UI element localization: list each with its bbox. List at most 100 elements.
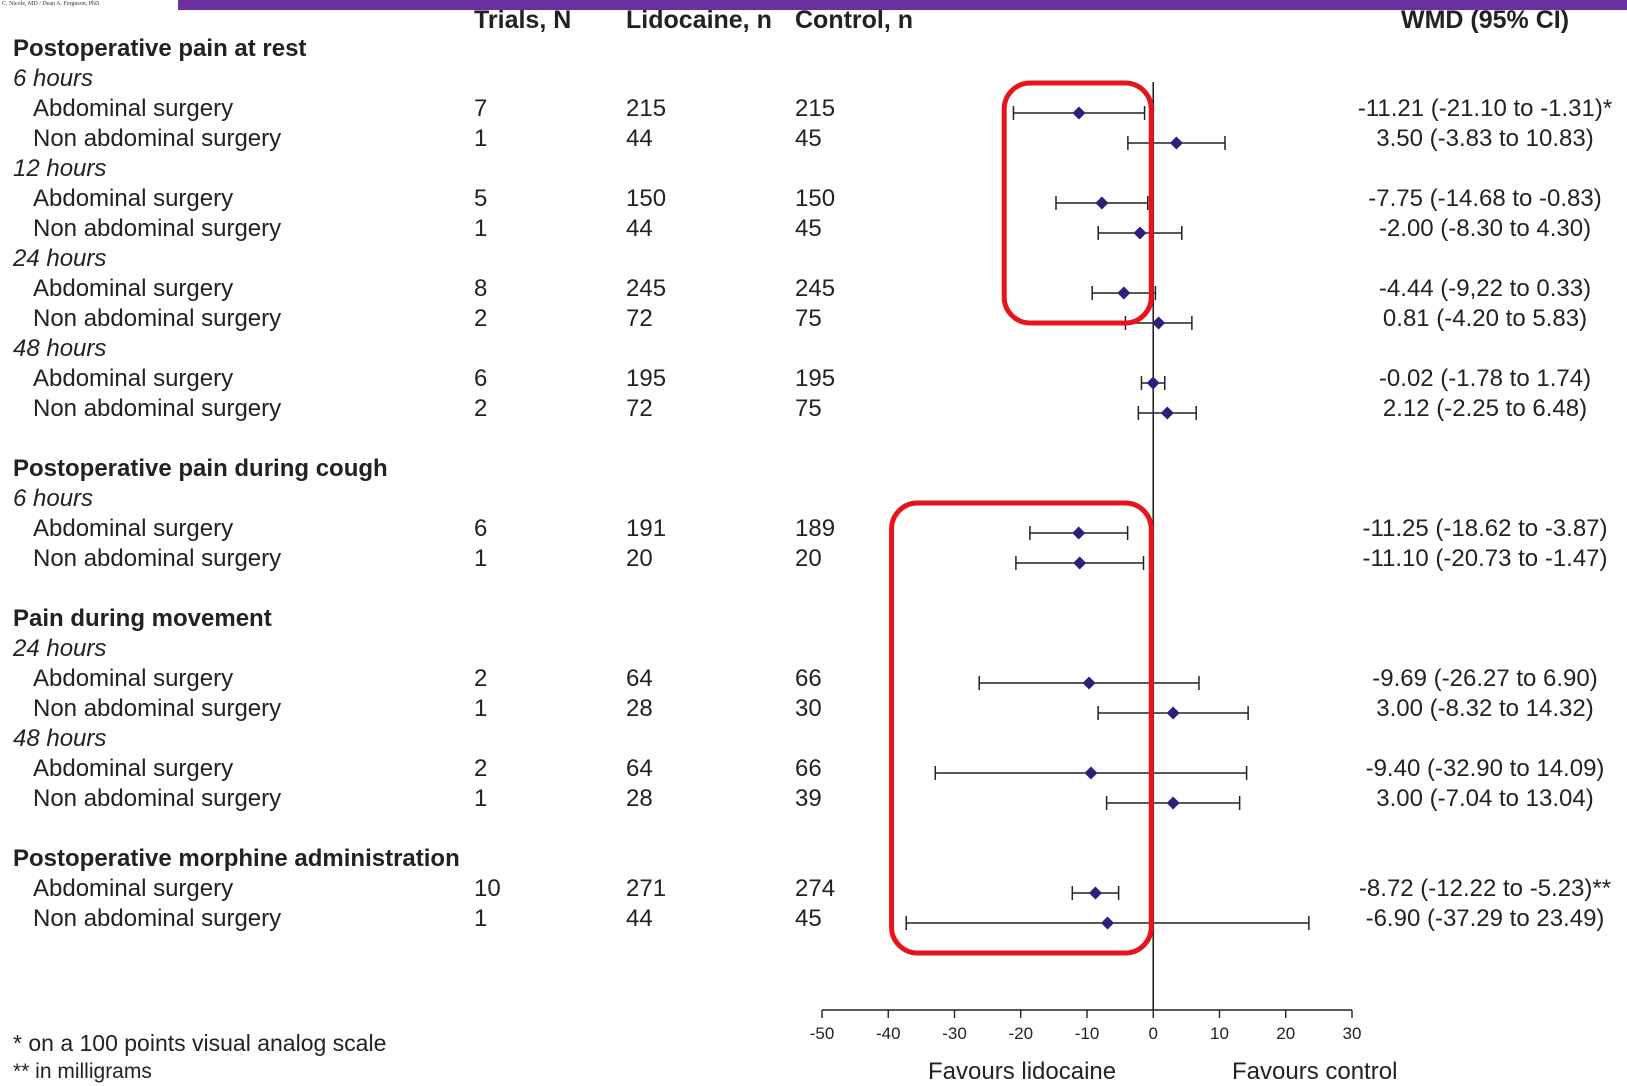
wmd-cell: -2.00 (-8.30 to 4.30) bbox=[1378, 215, 1592, 242]
point-estimate-diamond bbox=[1160, 406, 1174, 420]
trials-cell: 1 bbox=[474, 695, 488, 722]
wmd-cell: 0.81 (-4.20 to 5.83) bbox=[1382, 305, 1588, 332]
control-cell: 66 bbox=[795, 755, 822, 782]
col-header-control: Control, n bbox=[795, 6, 914, 34]
wmd-cell: -11.25 (-18.62 to -3.87) bbox=[1362, 515, 1608, 542]
row-label: 6 hours bbox=[13, 485, 94, 512]
point-estimate-diamond bbox=[1095, 196, 1109, 210]
row-label: 12 hours bbox=[13, 155, 107, 182]
trials-cell: 1 bbox=[474, 125, 488, 152]
point-estimate-diamond bbox=[1166, 796, 1180, 810]
lidocaine-cell: 271 bbox=[626, 875, 667, 902]
lidocaine-cell: 215 bbox=[626, 95, 667, 122]
control-cell: 274 bbox=[795, 875, 836, 902]
row-label: 6 hours bbox=[13, 65, 94, 92]
wmd-cell: -4.44 (-9,22 to 0.33) bbox=[1378, 275, 1592, 302]
control-cell: 66 bbox=[795, 665, 822, 692]
trials-cell: 1 bbox=[474, 785, 488, 812]
x-axis-tick-label: -30 bbox=[942, 1024, 967, 1043]
row-label: Postoperative pain at rest bbox=[13, 35, 307, 62]
col-header-lidocaine: Lidocaine, n bbox=[626, 6, 772, 34]
trials-cell: 1 bbox=[474, 215, 488, 242]
trials-cell: 2 bbox=[474, 665, 488, 692]
x-axis-tick-label: 0 bbox=[1149, 1024, 1158, 1043]
lidocaine-cell: 195 bbox=[626, 365, 667, 392]
favours-lidocaine-label: Favours lidocaine bbox=[928, 1058, 1117, 1085]
point-estimate-diamond bbox=[1072, 106, 1086, 120]
trials-cell: 1 bbox=[474, 545, 488, 572]
lidocaine-cell: 72 bbox=[626, 305, 653, 332]
table-row: Abdominal surgery 8 245 245 -4.44 (-9,22 to … bbox=[0, 274, 1627, 304]
section-heading: Postoperative pain at rest bbox=[0, 34, 1627, 64]
row-label: Abdominal surgery bbox=[33, 95, 234, 122]
trials-cell: 8 bbox=[474, 275, 488, 302]
wmd-cell: -11.10 (-20.73 to -1.47) bbox=[1362, 545, 1608, 572]
row-label: Abdominal surgery bbox=[33, 755, 234, 782]
control-cell: 195 bbox=[795, 365, 836, 392]
timepoint-heading: 6 hours bbox=[0, 64, 1627, 94]
wmd-cell: -8.72 (-12.22 to -5.23)** bbox=[1358, 875, 1612, 902]
wmd-cell: -6.90 (-37.29 to 23.49) bbox=[1365, 905, 1605, 932]
row-label: Abdominal surgery bbox=[33, 275, 234, 302]
x-axis-tick-label: -40 bbox=[876, 1024, 901, 1043]
highlight-box bbox=[1001, 80, 1154, 326]
control-cell: 30 bbox=[795, 695, 822, 722]
lidocaine-cell: 150 bbox=[626, 185, 667, 212]
row-label: Non abdominal surgery bbox=[33, 545, 282, 572]
timepoint-heading: 48 hours bbox=[0, 334, 1627, 364]
row-label: 24 hours bbox=[13, 635, 107, 662]
timepoint-heading: 24 hours bbox=[0, 244, 1627, 274]
wmd-cell: -9.40 (-32.90 to 14.09) bbox=[1365, 755, 1605, 782]
table-row: Abdominal surgery 5 150 150 -7.75 (-14.68 to… bbox=[0, 184, 1627, 214]
footnote-vas: * on a 100 points visual analog scale bbox=[13, 1030, 387, 1056]
table-row: Non abdominal surgery 1 20 20 -11.10 (-20.73… bbox=[0, 544, 1627, 574]
table-row: Abdominal surgery 6 191 189 -11.25 (-18.62 t… bbox=[0, 514, 1627, 544]
x-axis-tick-label: -10 bbox=[1075, 1024, 1100, 1043]
table-row: Non abdominal surgery 1 28 30 3.00 (-8.32 to… bbox=[0, 694, 1627, 724]
lidocaine-cell: 44 bbox=[626, 905, 653, 932]
table-row: Non abdominal surgery 1 44 45 -6.90 (-37.29 … bbox=[0, 904, 1627, 934]
row-label: 24 hours bbox=[13, 245, 107, 272]
x-axis-tick-label: -50 bbox=[810, 1024, 835, 1043]
section-heading: Postoperative morphine administration bbox=[0, 844, 1627, 874]
wmd-cell: 3.00 (-7.04 to 13.04) bbox=[1376, 785, 1594, 812]
section-heading: Postoperative pain during cough bbox=[0, 454, 1627, 484]
wmd-cell: -0.02 (-1.78 to 1.74) bbox=[1378, 365, 1592, 392]
section-heading: Pain during movement bbox=[0, 604, 1627, 634]
table-row: Non abdominal surgery 1 28 39 3.00 (-7.04 to… bbox=[0, 784, 1627, 814]
header-credit: C. Nicole, MD / Dean A. Ferguson, PhD bbox=[2, 1, 100, 7]
point-estimate-diamond bbox=[1166, 706, 1180, 720]
row-label: Non abdominal surgery bbox=[33, 125, 282, 152]
col-header-trials: Trials, N bbox=[474, 6, 572, 34]
row-label: Abdominal surgery bbox=[33, 515, 234, 542]
x-axis-tick-label: -20 bbox=[1008, 1024, 1033, 1043]
control-cell: 150 bbox=[795, 185, 836, 212]
table-row: Abdominal surgery 10 271 274 -8.72 (-12.22 t… bbox=[0, 874, 1627, 904]
timepoint-heading: 6 hours bbox=[0, 484, 1627, 514]
row-label: Abdominal surgery bbox=[33, 665, 234, 692]
table-row: Abdominal surgery 2 64 66 -9.40 (-32.90 to 1… bbox=[0, 754, 1627, 784]
lidocaine-cell: 28 bbox=[626, 695, 653, 722]
footnote-milligrams: ** in milligrams bbox=[13, 1060, 152, 1083]
point-estimate-diamond bbox=[1088, 886, 1102, 900]
control-cell: 39 bbox=[795, 785, 822, 812]
row-label: Postoperative pain during cough bbox=[13, 455, 388, 482]
row-label: 48 hours bbox=[13, 335, 107, 362]
table-row: Non abdominal surgery 2 72 75 0.81 (-4.20 to… bbox=[0, 304, 1627, 334]
lidocaine-cell: 64 bbox=[626, 755, 653, 782]
col-header-wmd: WMD (95% CI) bbox=[1400, 6, 1570, 34]
lidocaine-cell: 44 bbox=[626, 215, 653, 242]
row-label: Pain during movement bbox=[13, 605, 272, 632]
point-estimate-diamond bbox=[1101, 916, 1115, 930]
point-estimate-diamond bbox=[1084, 766, 1098, 780]
top-accent-bar bbox=[178, 0, 1627, 10]
lidocaine-cell: 64 bbox=[626, 665, 653, 692]
trials-cell: 1 bbox=[474, 905, 488, 932]
x-axis-tick-label: 20 bbox=[1276, 1024, 1295, 1043]
timepoint-heading: 12 hours bbox=[0, 154, 1627, 184]
row-label: Abdominal surgery bbox=[33, 185, 234, 212]
control-cell: 245 bbox=[795, 275, 836, 302]
point-estimate-diamond bbox=[1133, 226, 1147, 240]
point-estimate-diamond bbox=[1072, 526, 1086, 540]
